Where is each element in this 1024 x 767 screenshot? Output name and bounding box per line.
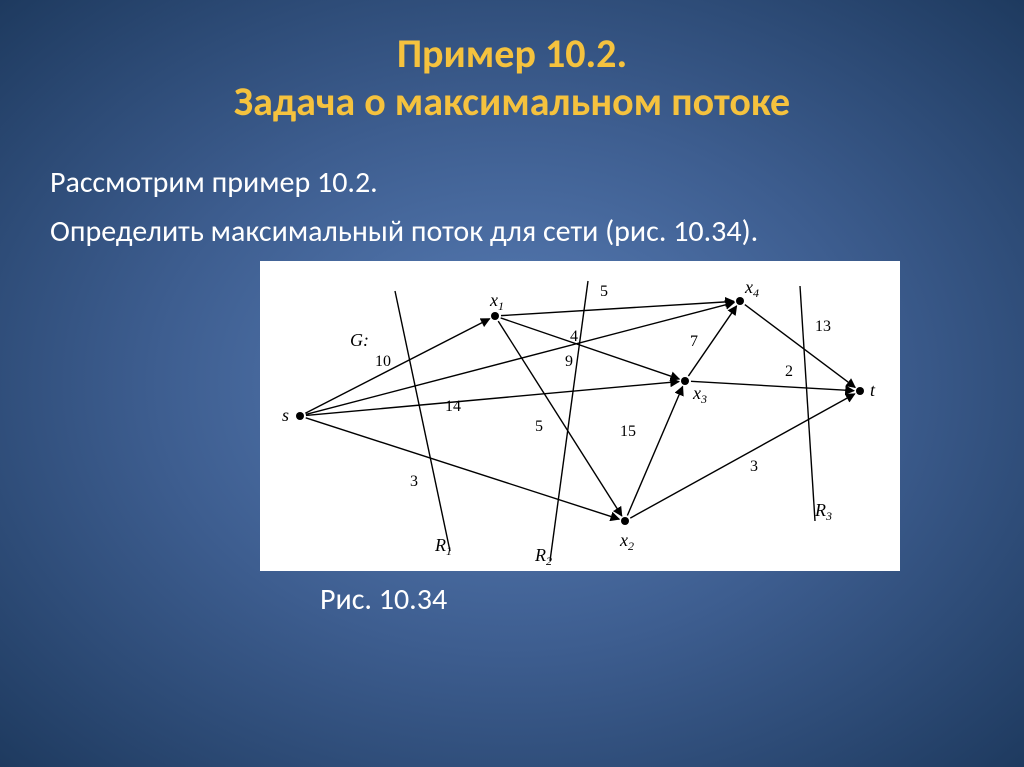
edge-label: 5 [535, 418, 543, 435]
edge-label: 15 [620, 423, 636, 440]
edge-label: 13 [815, 318, 831, 335]
edge-label: 9 [565, 353, 573, 370]
edge [745, 305, 855, 388]
edge [627, 387, 682, 516]
node [621, 517, 629, 525]
graph-label: G: [350, 330, 369, 350]
figure-caption: Рис. 10.34 [320, 581, 974, 618]
edge-label: 4 [570, 328, 578, 345]
body-paragraph-1: Рассмотрим пример 10.2. [50, 161, 974, 205]
cut-line [395, 291, 450, 551]
body-paragraph-2: Определить максимальный поток для сети (… [50, 210, 974, 254]
edge [306, 303, 734, 415]
diagram-svg: 10 14 9 3 5 4 5 15 3 7 2 13 R1 R2 R3 s x1 x2 x3 x4 t G: [260, 261, 900, 571]
node-label: x2 [619, 530, 634, 553]
network-diagram: 10 14 9 3 5 4 5 15 3 7 2 13 R1 R2 R3 s x1 x2 x3 x4 t G: [260, 261, 900, 571]
node [681, 377, 689, 385]
edge-label: 2 [785, 363, 793, 380]
edge [306, 418, 620, 519]
title-line-1: Пример 10.2. [50, 30, 974, 78]
edge [306, 382, 679, 416]
cut-label: R3 [814, 500, 832, 523]
node-label: t [870, 380, 876, 400]
edge-label: 5 [600, 283, 608, 300]
edge [501, 301, 734, 315]
node-label: x4 [744, 277, 759, 300]
cut-label: R2 [534, 545, 552, 568]
edge [691, 381, 854, 390]
edge-label: 14 [445, 398, 461, 415]
cut-line [550, 281, 588, 561]
node [856, 387, 864, 395]
title-line-2: Задача о максимальном потоке [50, 78, 974, 126]
node-label: x1 [489, 290, 504, 313]
node [736, 297, 744, 305]
cut-line [800, 286, 815, 521]
cut-label: R1 [434, 535, 452, 558]
node-label: s [282, 405, 289, 425]
node [491, 312, 499, 320]
node [296, 412, 304, 420]
edge [501, 318, 680, 379]
edge-label: 10 [375, 353, 391, 370]
slide-body: Рассмотрим пример 10.2. Определить макси… [50, 161, 974, 618]
edge-label: 7 [690, 333, 698, 350]
edge [305, 319, 489, 414]
slide-title: Пример 10.2. Задача о максимальном поток… [50, 30, 974, 126]
edge-label: 3 [410, 473, 418, 490]
slide: Пример 10.2. Задача о максимальном поток… [0, 0, 1024, 767]
edge-label: 3 [750, 458, 758, 475]
node-label: x3 [692, 383, 707, 406]
